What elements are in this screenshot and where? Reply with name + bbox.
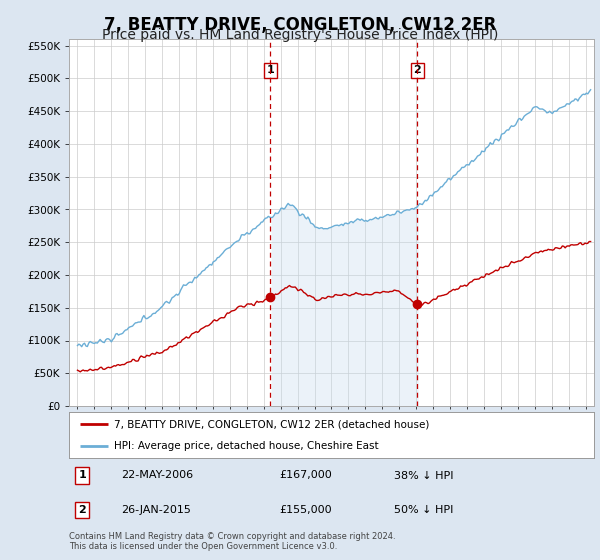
Text: £155,000: £155,000 [279, 505, 332, 515]
Text: 2: 2 [78, 505, 86, 515]
Text: 26-JAN-2015: 26-JAN-2015 [121, 505, 191, 515]
Text: Price paid vs. HM Land Registry's House Price Index (HPI): Price paid vs. HM Land Registry's House … [102, 28, 498, 42]
Text: 50% ↓ HPI: 50% ↓ HPI [395, 505, 454, 515]
Text: 1: 1 [266, 66, 274, 76]
Text: 7, BEATTY DRIVE, CONGLETON, CW12 2ER: 7, BEATTY DRIVE, CONGLETON, CW12 2ER [104, 16, 496, 34]
Text: Contains HM Land Registry data © Crown copyright and database right 2024.
This d: Contains HM Land Registry data © Crown c… [69, 532, 395, 552]
Text: 38% ↓ HPI: 38% ↓ HPI [395, 470, 454, 480]
Text: 2: 2 [413, 66, 421, 76]
Text: 7, BEATTY DRIVE, CONGLETON, CW12 2ER (detached house): 7, BEATTY DRIVE, CONGLETON, CW12 2ER (de… [113, 419, 429, 430]
Text: 1: 1 [78, 470, 86, 480]
Text: 22-MAY-2006: 22-MAY-2006 [121, 470, 194, 480]
Text: HPI: Average price, detached house, Cheshire East: HPI: Average price, detached house, Ches… [113, 441, 378, 451]
Text: £167,000: £167,000 [279, 470, 332, 480]
